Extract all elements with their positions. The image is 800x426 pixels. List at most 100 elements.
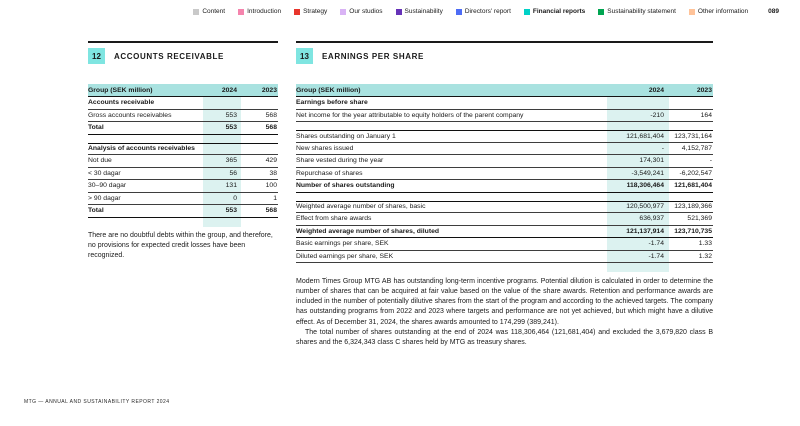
table-row-total: Weighted average number of shares, dilut…: [296, 226, 713, 238]
footer-text: MTG — ANNUAL AND SUSTAINABILITY REPORT 2…: [24, 399, 170, 405]
table-gap: [88, 135, 278, 143]
value-2024: 553: [225, 111, 237, 119]
value-2024: 118,306,464: [626, 182, 664, 190]
value-2023: 568: [265, 124, 277, 132]
row-label: Gross accounts receivables: [88, 111, 172, 119]
table-row: > 90 dagar 0 1: [88, 193, 278, 205]
header-2023: 2023: [696, 86, 712, 94]
header-group-label: Group (SEK million): [296, 86, 361, 94]
value-2024: -3,549,241: [631, 169, 664, 177]
nav-item-financial-reports[interactable]: Financial reports: [523, 8, 586, 16]
row-label: Share vested during the year: [296, 157, 384, 165]
nav-item-sustainability-statement[interactable]: Sustainability statement: [598, 8, 676, 16]
value-2024: 56: [229, 169, 237, 177]
row-label: 30–90 dagar: [88, 182, 127, 190]
value-2024: 121,681,404: [626, 132, 664, 140]
column-2024-highlight: [607, 97, 669, 272]
value-2023: 4,152,787: [681, 144, 712, 152]
value-2024: 365: [225, 157, 237, 165]
table-row: 30–90 dagar 131 100: [88, 180, 278, 193]
body-paragraph: There are no doubtful debts within the g…: [88, 231, 273, 259]
table-row: Not due 365 429: [88, 155, 278, 168]
nav-item-strategy[interactable]: Strategy: [294, 8, 328, 16]
value-2023: 164: [700, 111, 712, 119]
table-gap: [296, 193, 713, 201]
value-2023: 568: [265, 111, 277, 119]
row-label: Shares outstanding on January 1: [296, 132, 396, 140]
nav-label: Directors' report: [464, 8, 511, 15]
nav-label: Content: [202, 8, 226, 15]
nav-item-other-information[interactable]: Other information: [688, 8, 749, 16]
earnings-per-share-table: Group (SEK million) 2024 2023 Earnings b…: [296, 84, 713, 272]
note-12-header: 12 ACCOUNTS RECEIVABLE: [88, 41, 278, 64]
value-2024: -210: [650, 111, 664, 119]
value-2024: -1.74: [648, 240, 665, 248]
nav-label: Other information: [697, 8, 749, 15]
row-label: Not due: [88, 157, 112, 165]
value-2023: 1.33: [698, 240, 712, 248]
nav-label: Strategy: [303, 8, 328, 15]
note-title: EARNINGS PER SHARE: [322, 51, 424, 61]
value-2023: 121,681,404: [674, 182, 712, 190]
nav-label: Sustainability: [404, 8, 443, 15]
note-number-badge: 12: [88, 48, 105, 64]
accounts-receivable-table: Group (SEK million) 2024 2023 Accounts r…: [88, 84, 278, 227]
value-2024: 121,137,914: [626, 227, 664, 235]
nav-item-introduction[interactable]: Introduction: [238, 8, 281, 16]
value-2023: 429: [265, 157, 277, 165]
table-row: Accounts receivable: [88, 97, 278, 110]
header-2024: 2024: [648, 86, 664, 94]
other-information-swatch-icon: [688, 9, 695, 16]
table-row: Analysis of accounts receivables: [88, 142, 278, 155]
table-row: Earnings before share: [296, 97, 713, 110]
value-2024: -1.74: [648, 252, 665, 260]
row-label: Repurchase of shares: [296, 169, 363, 177]
row-label: Effect from share awards: [296, 215, 372, 223]
table-row: < 30 dagar 56 38: [88, 168, 278, 180]
table-row: Net income for the year attributable to …: [296, 110, 713, 122]
value-2024: 553: [225, 124, 237, 132]
value-2023: 123,189,366: [674, 203, 712, 211]
nav-item-directors-report[interactable]: Directors' report: [455, 8, 511, 16]
table-row: Diluted earnings per share, SEK -1.74 1.…: [296, 251, 713, 263]
row-label: Net income for the year attributable to …: [296, 111, 524, 119]
page-number: 089: [768, 8, 779, 15]
table-gap: [296, 122, 713, 130]
table-row-total: Total 553 568: [88, 122, 278, 135]
value-2024: 0: [233, 194, 237, 202]
nav-item-our-studios[interactable]: Our studios: [340, 8, 383, 16]
sustainability-swatch-icon: [395, 9, 402, 16]
table-row: Effect from share awards 636,937 521,369: [296, 213, 713, 226]
value-2023: 38: [269, 169, 277, 177]
value-2024: 636,937: [639, 215, 664, 223]
header-2024: 2024: [221, 86, 237, 94]
table-header-row: Group (SEK million) 2024 2023: [88, 84, 278, 97]
note-number-badge: 13: [296, 48, 313, 64]
financial-reports-swatch-icon: [523, 9, 530, 16]
table-row: Basic earnings per share, SEK -1.74 1.33: [296, 238, 713, 251]
nav-label: Financial reports: [532, 8, 586, 15]
value-2023: 568: [265, 207, 277, 215]
row-label: Total: [88, 124, 104, 132]
row-label: Basic earnings per share, SEK: [296, 240, 389, 248]
note-title: ACCOUNTS RECEIVABLE: [114, 51, 224, 61]
row-label: Diluted earnings per share, SEK: [296, 252, 394, 260]
header-2023: 2023: [261, 86, 277, 94]
value-2023: -6,202,547: [679, 169, 712, 177]
row-label: Number of shares outstanding: [296, 182, 395, 190]
section-legend-nav: Content Introduction Strategy Our studio…: [0, 8, 779, 16]
table-row-total: Number of shares outstanding 118,306,464…: [296, 180, 713, 193]
table-row: New shares issued - 4,152,787: [296, 143, 713, 155]
value-2023: 123,731,164: [674, 132, 712, 140]
body-paragraph: The total number of shares outstanding a…: [296, 328, 713, 346]
row-label: New shares issued: [296, 144, 354, 152]
row-label: < 30 dagar: [88, 169, 121, 177]
value-2023: 1.32: [698, 252, 712, 260]
row-label: Weighted average number of shares, basic: [296, 203, 426, 211]
nav-item-content[interactable]: Content: [193, 8, 226, 16]
value-2023: 123,710,735: [674, 227, 712, 235]
nav-item-sustainability[interactable]: Sustainability: [395, 8, 443, 16]
row-label: Weighted average number of shares, dilut…: [296, 227, 440, 235]
strategy-swatch-icon: [294, 9, 301, 16]
